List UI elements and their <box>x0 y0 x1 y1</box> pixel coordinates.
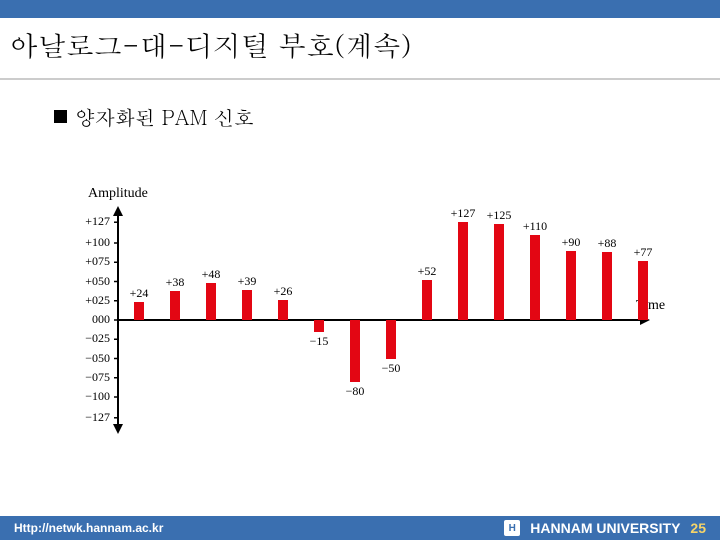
bar-value-label: +24 <box>119 286 159 301</box>
pam-chart: +127 +100 +075 +050 +025 000 −025 −050 −075 −100 −… <box>60 170 660 450</box>
y-tick-label: −127 <box>74 410 110 425</box>
bar-value-label: +77 <box>623 245 663 260</box>
chart-bar <box>566 251 576 320</box>
bar-value-label: +48 <box>191 267 231 282</box>
chart-bar <box>278 300 288 320</box>
bar-value-label: +127 <box>443 206 483 221</box>
chart-bar <box>206 283 216 320</box>
slide-subtitle: 양자화된 PAM 신호 <box>75 102 254 131</box>
bar-value-label: −80 <box>335 384 375 399</box>
chart-bar <box>134 302 144 320</box>
bar-value-label: +52 <box>407 264 447 279</box>
y-tick-label: +050 <box>74 274 110 289</box>
y-tick-label: +100 <box>74 235 110 250</box>
bar-value-label: −15 <box>299 334 339 349</box>
bar-value-label: +39 <box>227 274 267 289</box>
bar-value-label: +26 <box>263 284 303 299</box>
y-tick-label: 000 <box>74 312 110 327</box>
footer-bar: Http://netwk.hannam.ac.kr H HANNAM UNIVE… <box>0 516 720 540</box>
bar-value-label: +38 <box>155 275 195 290</box>
y-tick-label: −050 <box>74 351 110 366</box>
header-bar <box>0 0 720 18</box>
y-tick-label: −025 <box>74 331 110 346</box>
y-tick-label: +075 <box>74 254 110 269</box>
bar-value-label: +88 <box>587 236 627 251</box>
y-tick-label: +127 <box>74 214 110 229</box>
y-tick-label: −075 <box>74 370 110 385</box>
chart-bar <box>242 290 252 320</box>
bar-value-label: −50 <box>371 361 411 376</box>
slide-title: 아날로그-대-디지털 부호(계속) <box>0 18 720 80</box>
page-number: 25 <box>690 520 706 536</box>
footer-university: HANNAM UNIVERSITY <box>530 520 680 536</box>
university-logo-icon: H <box>504 520 520 536</box>
chart-bar <box>638 261 648 320</box>
bar-value-label: +110 <box>515 219 555 234</box>
chart-bar <box>602 252 612 320</box>
chart-bar <box>314 320 324 332</box>
bar-value-label: +90 <box>551 235 591 250</box>
y-axis-label: Amplitude <box>88 186 148 202</box>
bar-value-label: +125 <box>479 208 519 223</box>
chart-bar <box>170 291 180 320</box>
subtitle-row: 양자화된 PAM 신호 <box>0 80 720 131</box>
chart-bar <box>386 320 396 359</box>
chart-bar <box>494 224 504 320</box>
y-tick-label: +025 <box>74 293 110 308</box>
footer-url: Http://netwk.hannam.ac.kr <box>14 521 163 535</box>
y-tick-label: −100 <box>74 389 110 404</box>
chart-bar <box>422 280 432 320</box>
chart-bar <box>530 235 540 320</box>
chart-bar <box>458 222 468 320</box>
chart-bar <box>350 320 360 382</box>
bullet-icon <box>54 110 67 123</box>
